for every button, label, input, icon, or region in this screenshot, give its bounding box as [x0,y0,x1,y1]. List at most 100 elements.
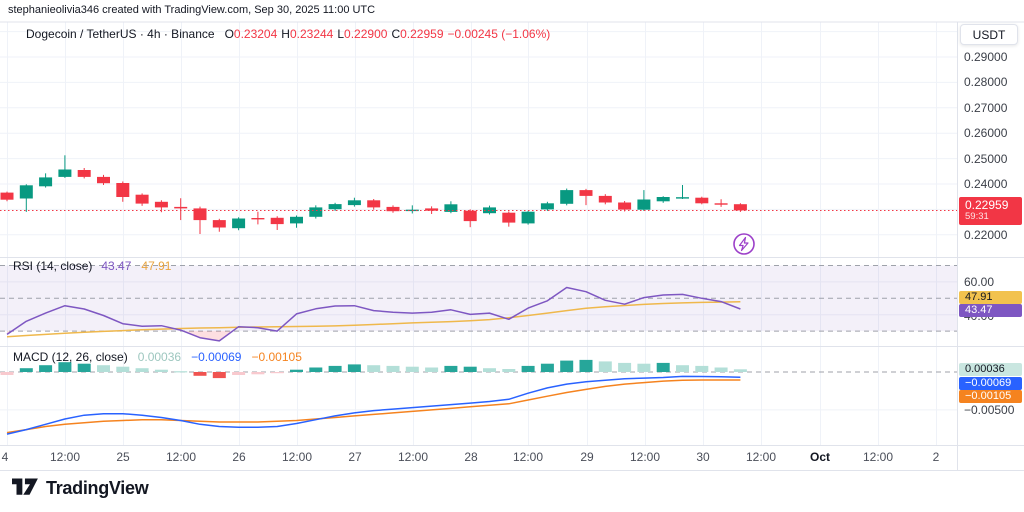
candle [0,192,14,200]
rsi-legend-title: RSI (14, close) [13,259,93,273]
macd-hist-bar [77,363,91,372]
candle [676,197,689,199]
bar-countdown: 59:31 [965,211,989,222]
candle [425,208,439,211]
candle [367,200,381,208]
time-axis-label: 12:00 [629,450,661,464]
grid [0,22,957,446]
macd-hist-value: 0.00036 [137,350,182,364]
time-axis-label: 28 [464,450,478,464]
candle [251,218,265,220]
macd-legend[interactable]: MACD (12, 26, close) 0.00036 −0.00069 −0.00… [13,350,306,364]
candle [618,202,632,210]
time-axis-label: 12:00 [165,450,197,464]
macd-hist-bar [97,365,110,372]
macd-hist-bar [39,365,53,372]
high-label: H [281,27,290,41]
macd-hist-bar [656,362,670,372]
macd-hist-bar [540,363,554,372]
rsi-oversold-fill [7,331,233,341]
macd-hist-bar [116,366,130,372]
candle [328,204,342,210]
rsi-value: 43.47 [101,259,132,273]
symbol-title: Dogecoin / TetherUS · 4h · Binance [26,27,215,41]
candle [502,212,516,223]
candle [579,190,593,196]
macd-hist-bar [444,365,458,372]
low-label: L [337,27,345,41]
time-axis-label: 2 [932,450,940,464]
time-axis-label: 26 [232,450,246,464]
close-value: 0.22959 [400,27,444,41]
candle [97,176,110,184]
tradingview-logo-text: TradingView [46,477,149,498]
time-axis-label: 25 [116,450,130,464]
last-price-badge: 0.22959 59:31 [959,197,1022,225]
rsi-ma-value: 47.91 [141,259,172,273]
candle [58,169,72,177]
attribution-text: stephanieolivia346 created with TradingV… [8,4,376,16]
macd-hist-bar [637,363,651,372]
candle [290,216,303,224]
time-axis-label: 12:00 [397,450,429,464]
high-value: 0.23244 [289,27,334,41]
macd-legend-title: MACD (12, 26, close) [13,350,128,364]
rsi-pane [0,265,957,342]
candle [521,211,535,224]
macd-signal-line [6,379,741,434]
flash-icon[interactable] [733,233,755,255]
macd-hist-bar [425,367,439,372]
price-axis-label: 0.24000 [964,177,1008,191]
time-axis-label: 12:00 [512,450,544,464]
candle [714,203,728,205]
candle [560,190,574,204]
macd-hist-bar [232,372,246,375]
macd-hist-bar [560,360,574,372]
time-axis-label: Oct [809,450,830,464]
symbol-legend[interactable]: Dogecoin / TetherUS · 4h · Binance O0.232… [26,27,554,41]
candle [39,177,53,187]
last-price-value: 0.22959 [965,198,1009,212]
currency-toggle-button[interactable]: USDT [960,24,1018,45]
macd-hist-bar [367,365,381,372]
rsi-value-badge: 43.47 [959,304,1022,317]
tradingview-logo[interactable]: TradingView [12,476,149,500]
macd-line-value: −0.00069 [191,350,242,364]
candle [212,220,226,228]
candle [598,195,612,203]
macd-line-badge: −0.00069 [959,376,1022,390]
candle [347,200,361,206]
macd-hist-bar [193,372,207,376]
macd-hist-bar [733,369,747,372]
low-value: 0.22900 [344,27,388,41]
macd-hist-bar [347,364,361,372]
candle [232,218,246,229]
macd-hist-bar [676,365,689,372]
macd-line [6,375,741,435]
tradingview-logo-icon [12,478,38,495]
candle [656,197,670,202]
price-axis-label: 0.29000 [964,50,1008,64]
macd-hist-bar [405,366,419,372]
macd-hist-bar [502,369,516,372]
macd-pane [0,359,957,435]
time-axis-label: 4 [1,450,9,464]
macd-hist-bar [714,367,728,372]
price-axis-label: 0.26000 [964,126,1008,140]
candle [540,203,554,210]
macd-hist-bar [58,362,72,372]
rsi-legend[interactable]: RSI (14, close) 43.47 47.91 [13,259,175,273]
macd-hist-bar [463,366,477,372]
macd-hist-bar [290,369,303,372]
macd-hist-bar [579,359,593,372]
macd-hist-bar [251,372,265,375]
macd-hist-bar [521,365,535,372]
macd-hist-bar [618,362,632,372]
candle [463,210,477,222]
macd-hist-bar [19,368,33,372]
macd-hist-bar [309,367,323,372]
candle [444,204,458,212]
candle [77,170,91,177]
